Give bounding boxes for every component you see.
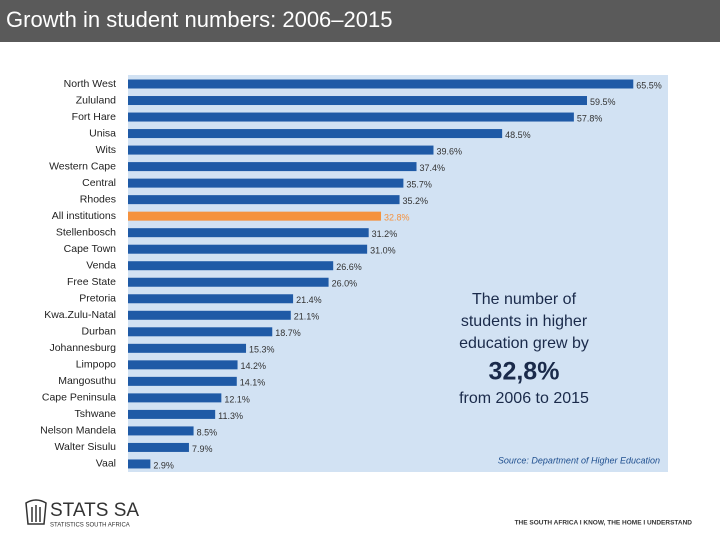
- bar: [128, 327, 273, 337]
- value-label: 48.5%: [505, 130, 531, 140]
- source-note: Source: Department of Higher Education: [498, 455, 660, 465]
- bar: [128, 162, 417, 172]
- slide-title: Growth in student numbers: 2006–2015: [6, 7, 392, 32]
- bar: [128, 178, 404, 188]
- bar: [128, 96, 587, 106]
- bar: [128, 228, 369, 238]
- value-label: 2.9%: [153, 460, 174, 470]
- bar: [128, 145, 434, 155]
- bar: [128, 211, 382, 221]
- bar: [128, 409, 216, 419]
- category-label: Mangosuthu: [58, 375, 116, 387]
- plot-background: [128, 75, 668, 472]
- category-label: Western Cape: [49, 160, 116, 172]
- category-label: All institutions: [52, 210, 116, 222]
- annotation-text: students in higher: [461, 313, 588, 330]
- bar: [128, 244, 368, 254]
- value-label: 18.7%: [275, 328, 301, 338]
- slogan: THE SOUTH AFRICA I KNOW, THE HOME I UNDE…: [515, 520, 693, 527]
- value-label: 59.5%: [590, 97, 616, 107]
- category-label: Limpopo: [76, 359, 116, 371]
- category-label: Free State: [67, 276, 116, 288]
- bar: [128, 294, 294, 304]
- value-label: 35.7%: [406, 179, 432, 189]
- value-label: 12.1%: [224, 394, 250, 404]
- annotation-highlight: 32,8%: [489, 358, 560, 386]
- bar: [128, 79, 634, 89]
- bar: [128, 277, 329, 287]
- category-label: Durban: [82, 326, 117, 338]
- bar: [128, 343, 247, 353]
- value-label: 15.3%: [249, 345, 275, 355]
- category-label: Pretoria: [79, 293, 116, 305]
- logo-subtext: STATISTICS SOUTH AFRICA: [50, 523, 130, 529]
- category-label: North West: [64, 78, 116, 90]
- annotation-text: education grew by: [459, 335, 589, 352]
- value-label: 26.0%: [332, 279, 358, 289]
- category-label: Fort Hare: [72, 111, 117, 123]
- category-label: Johannesburg: [49, 342, 116, 354]
- bar: [128, 112, 574, 122]
- logo-icon: [25, 499, 47, 525]
- category-label: Tshwane: [75, 408, 117, 420]
- category-label: Cape Town: [64, 243, 117, 255]
- category-label: Cape Peninsula: [42, 392, 116, 404]
- value-label: 35.2%: [403, 196, 429, 206]
- bar: [128, 459, 151, 469]
- category-label: Wits: [96, 144, 116, 156]
- value-label: 65.5%: [636, 80, 662, 90]
- category-label: Nelson Mandela: [40, 425, 116, 437]
- logo-shape: [25, 499, 47, 525]
- value-label: 32.8%: [384, 213, 410, 223]
- value-label: 7.9%: [192, 444, 213, 454]
- annotation-text: The number of: [472, 291, 577, 308]
- value-label: 14.2%: [241, 361, 267, 371]
- category-label: Unisa: [89, 127, 116, 139]
- value-label: 14.1%: [240, 378, 266, 388]
- value-label: 21.1%: [294, 312, 320, 322]
- logo-lines: [31, 505, 41, 522]
- bar: [128, 261, 334, 271]
- category-label: Rhodes: [80, 193, 116, 205]
- value-label: 11.3%: [218, 411, 243, 421]
- category-label: Walter Sisulu: [55, 441, 117, 453]
- category-label: Stellenbosch: [56, 226, 116, 238]
- value-label: 8.5%: [197, 427, 218, 437]
- logo-text: STATS SA: [50, 500, 139, 521]
- bar: [128, 442, 189, 452]
- value-label: 57.8%: [577, 113, 603, 123]
- value-label: 26.6%: [336, 262, 362, 272]
- bar: [128, 426, 194, 436]
- annotation-text: from 2006 to 2015: [459, 390, 589, 407]
- value-label: 39.6%: [436, 146, 462, 156]
- bar: [128, 376, 237, 386]
- bar: [128, 310, 291, 320]
- value-label: 21.4%: [296, 295, 322, 305]
- bar: [128, 195, 400, 205]
- category-label: Central: [82, 177, 116, 189]
- bar: [128, 129, 503, 139]
- header-bar: [0, 0, 720, 42]
- value-label: 37.4%: [420, 163, 446, 173]
- category-label: Vaal: [96, 458, 116, 470]
- category-label: Kwa.Zulu-Natal: [44, 309, 116, 321]
- bar: [128, 393, 222, 403]
- value-label: 31.0%: [370, 246, 396, 256]
- bar: [128, 360, 238, 370]
- category-label: Venda: [86, 260, 116, 272]
- category-label: Zululand: [76, 94, 116, 106]
- value-label: 31.2%: [372, 229, 398, 239]
